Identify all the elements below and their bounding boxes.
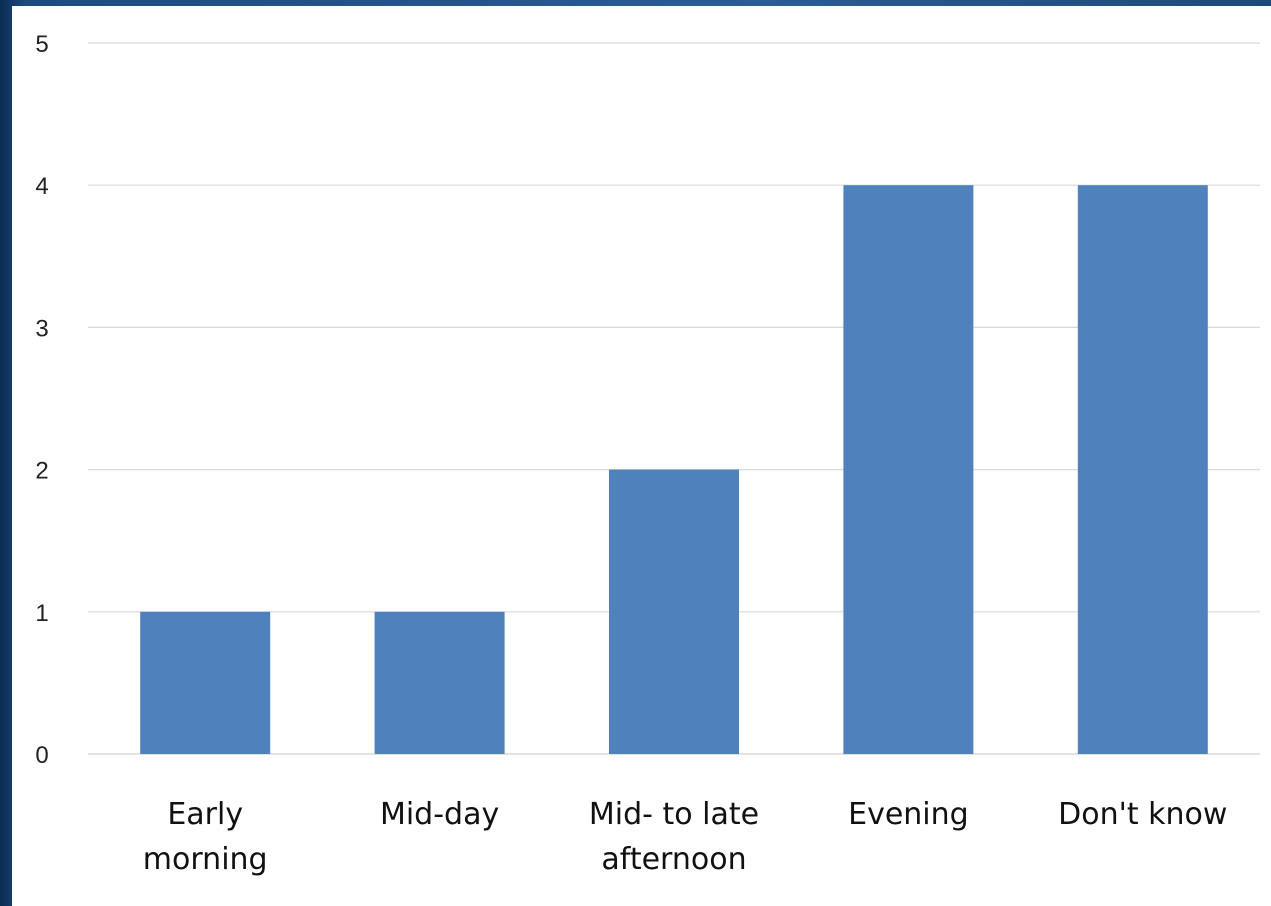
x-category-label: Evening: [848, 797, 969, 832]
y-tick-label: 2: [35, 458, 48, 485]
y-tick-label: 4: [35, 173, 48, 200]
y-tick-label: 5: [35, 31, 48, 58]
bar-1: [374, 611, 505, 754]
y-tick-label: 0: [35, 742, 48, 769]
x-axis-labels: Early morning Mid-day Mid- to late afternoon…: [143, 797, 1228, 877]
bars: [140, 185, 1208, 754]
x-category-label: morning: [143, 842, 268, 877]
y-axis-ticks: 0 1 2 3 4 5: [35, 31, 48, 769]
bar-3: [843, 185, 974, 754]
y-tick-label: 3: [35, 315, 48, 342]
x-category-label: Early: [167, 797, 243, 832]
x-category-label: Mid- to late: [589, 797, 759, 832]
x-category-label: Mid-day: [380, 797, 499, 832]
chart-panel: [12, 6, 1271, 906]
x-category-label: Don't know: [1058, 797, 1227, 832]
bar-4: [1077, 185, 1208, 754]
bar-2: [609, 469, 739, 754]
y-tick-label: 1: [35, 600, 48, 627]
bar-0: [140, 611, 271, 754]
x-category-label: afternoon: [601, 842, 746, 877]
